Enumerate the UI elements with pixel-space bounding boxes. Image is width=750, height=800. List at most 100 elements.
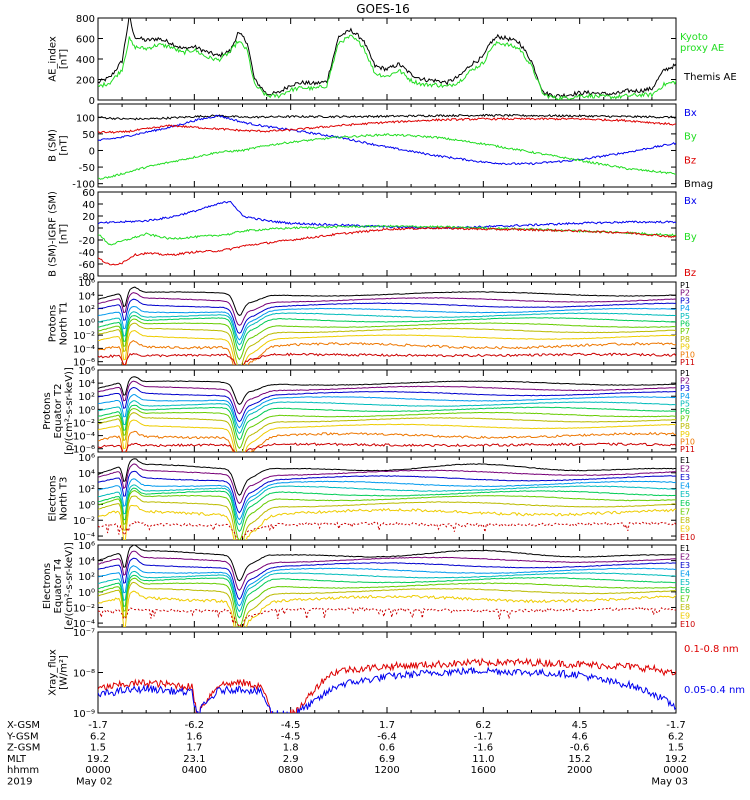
series-group: [98, 545, 676, 627]
legend-label: P7: [680, 327, 690, 336]
row-label: 2019: [7, 777, 32, 788]
table-cell: 15.2: [569, 754, 591, 765]
legend-label: E7: [680, 595, 690, 604]
legend-label: E2: [680, 552, 690, 561]
legend-label: P9: [680, 430, 690, 439]
panel-b_sm: 100 50 0 -50 -100 B (SM) [nT] Bx By Bz Bmag: [48, 103, 713, 191]
table-cell: 4.6: [572, 731, 588, 742]
series-line-by: [98, 133, 676, 180]
legend-label: P3: [680, 384, 690, 393]
table-cell: 1.8: [283, 743, 299, 754]
y-tick-label: 10⁻⁴: [73, 619, 95, 630]
legend-label: P9: [680, 343, 690, 352]
y-axis-label: B (SM)-IGRF (SM) [nT]: [48, 191, 70, 277]
panel-frame: [97, 17, 677, 101]
y-axis-label-line: North T1: [59, 302, 70, 346]
series-line-by: [98, 224, 676, 246]
table-cell: -1.7: [666, 720, 686, 731]
table-cell: 0000: [663, 765, 688, 776]
y-axis-label-line: B (SM)-IGRF (SM): [48, 191, 59, 277]
series-group: [98, 200, 676, 266]
panel-frame: [97, 103, 677, 188]
series-group: [98, 376, 676, 452]
y-tick-label: 0: [89, 96, 95, 107]
series-line-kyoto-proxy-ae: [98, 34, 676, 100]
series-line-p8: [98, 412, 676, 452]
y-tick-label: 10⁻⁴: [73, 432, 95, 443]
series-line-e8: [98, 581, 676, 627]
table-cell: May 03: [651, 777, 688, 788]
table-cell: 1.5: [90, 743, 106, 754]
row-label: Z-GSM: [7, 743, 40, 754]
series-line-e9: [98, 590, 676, 627]
y-axis-label-line: B (SM): [48, 129, 59, 162]
y-tick-label: 10⁻²: [73, 516, 95, 527]
orbit-table: X-GSMY-GSMZ-GSMMLThhmm2019-1.76.21.519.2…: [6, 720, 689, 788]
table-cell: -1.7: [88, 720, 108, 731]
series-line-p5: [98, 400, 676, 435]
y-axis-label-line: AE_index: [48, 36, 59, 82]
table-cell: 6.2: [475, 720, 491, 731]
table-cell: -1.7: [474, 731, 494, 742]
series-line-e6: [98, 574, 676, 619]
legend-label: E5: [680, 490, 690, 499]
legend-label: P2: [680, 377, 690, 386]
table-cell: -4.5: [281, 720, 301, 731]
series-line-p11: [98, 352, 676, 365]
series-line-bx: [98, 200, 676, 230]
series-line-p2: [98, 380, 676, 415]
legend-label: P4: [680, 304, 690, 313]
legend-label: P4: [680, 392, 690, 401]
y-tick-label: 10²: [78, 572, 95, 583]
series-line-p9: [98, 419, 676, 452]
row-label: hhmm: [7, 765, 39, 776]
legend-label: P8: [680, 422, 690, 431]
y-axis-label-line: Protons: [48, 305, 59, 342]
legend-label: 0.05-0.4 nm: [684, 685, 745, 696]
legend-label: P6: [680, 320, 690, 329]
legend-label: Bmag: [684, 179, 713, 190]
series-line-e10: [98, 520, 676, 540]
legend-label: E3: [680, 473, 690, 482]
series-line-p7: [98, 318, 676, 361]
legend-label: P10: [680, 350, 695, 359]
table-cell: 1.5: [668, 743, 684, 754]
legend-label: Bz: [684, 268, 696, 279]
y-tick-label: 0: [89, 146, 95, 157]
y-axis-label-line: Electrons: [42, 563, 53, 609]
legend-label: P5: [680, 399, 690, 408]
y-axis-label-line: Electrons: [48, 475, 59, 521]
y-axis-label-line: [W/m²]: [59, 655, 70, 690]
legend-label: P1: [680, 281, 690, 290]
panel-frame: [97, 456, 677, 541]
y-tick-label: -40: [79, 248, 95, 259]
legend-label: E7: [680, 507, 690, 516]
figure-title: GOES-16: [356, 2, 410, 16]
y-tick-label: 60: [82, 188, 95, 199]
y-axis-label-line: North T3: [59, 477, 70, 521]
table-cell: 4.5: [572, 720, 588, 731]
table-cell: -6.2: [185, 720, 205, 731]
series-line-e7: [98, 490, 676, 540]
y-axis-label: B (SM) [nT]: [48, 129, 70, 162]
row-label: X-GSM: [7, 720, 40, 731]
series-line-e5: [98, 484, 676, 526]
series-line-p8: [98, 322, 676, 365]
y-tick-label: 10⁻²: [73, 331, 95, 342]
y-axis-label: Protons Equator T2 [p/(cm²-s-sr-keV)]: [42, 367, 75, 455]
legend-label: Bz: [684, 155, 696, 166]
y-axis-label: Electrons North T3: [48, 475, 70, 521]
table-cell: -1.6: [474, 743, 494, 754]
table-cell: 19.2: [87, 754, 109, 765]
series-line-bz: [98, 226, 676, 266]
y-tick-label: 40: [82, 200, 95, 211]
series-line-e10: [98, 606, 676, 627]
series-line-e9: [98, 504, 676, 540]
y-tick-label: -100: [72, 180, 95, 191]
series-group: [98, 458, 676, 540]
legend-label: P7: [680, 415, 690, 424]
series-line-p3: [98, 298, 676, 334]
